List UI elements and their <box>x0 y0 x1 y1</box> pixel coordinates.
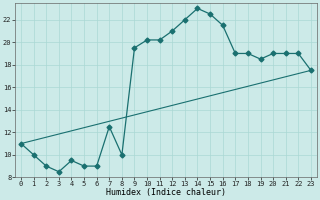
X-axis label: Humidex (Indice chaleur): Humidex (Indice chaleur) <box>106 188 226 197</box>
